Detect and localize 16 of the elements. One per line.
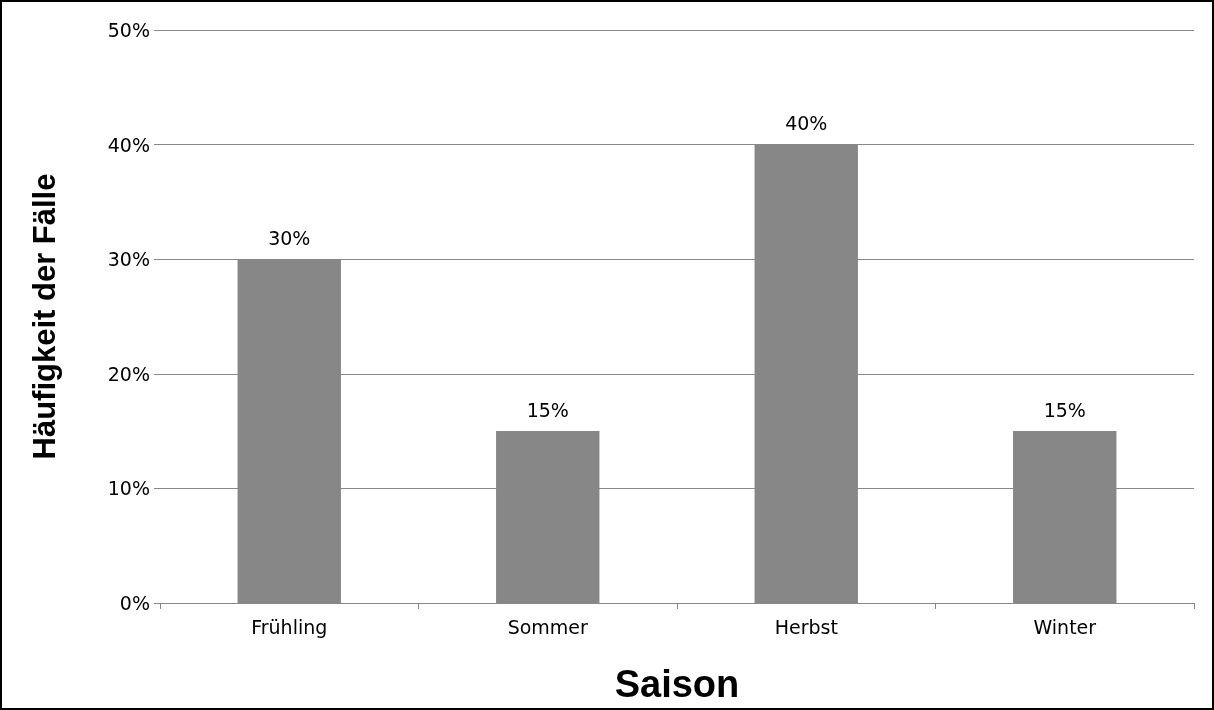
- y-tick-label: 10%: [107, 477, 150, 500]
- x-tick-label: Herbst: [774, 615, 838, 638]
- x-axis-title: Saison: [614, 663, 740, 705]
- y-tick-label: 40%: [107, 133, 150, 156]
- data-label: 15%: [526, 398, 569, 421]
- data-label: 30%: [268, 226, 311, 249]
- y-tick-label: 50%: [107, 19, 150, 41]
- data-label: 40%: [785, 112, 828, 135]
- x-tick-label: Sommer: [507, 615, 589, 638]
- y-axis-title: Häufigkeit der Fälle: [27, 173, 62, 460]
- x-tick-label: Frühling: [251, 615, 328, 638]
- data-label: 15%: [1043, 398, 1086, 421]
- x-tick-label: Winter: [1033, 615, 1097, 638]
- y-tick-label: 30%: [107, 248, 150, 271]
- y-tick-label: 20%: [107, 362, 150, 385]
- y-tick-label: 0%: [119, 592, 150, 614]
